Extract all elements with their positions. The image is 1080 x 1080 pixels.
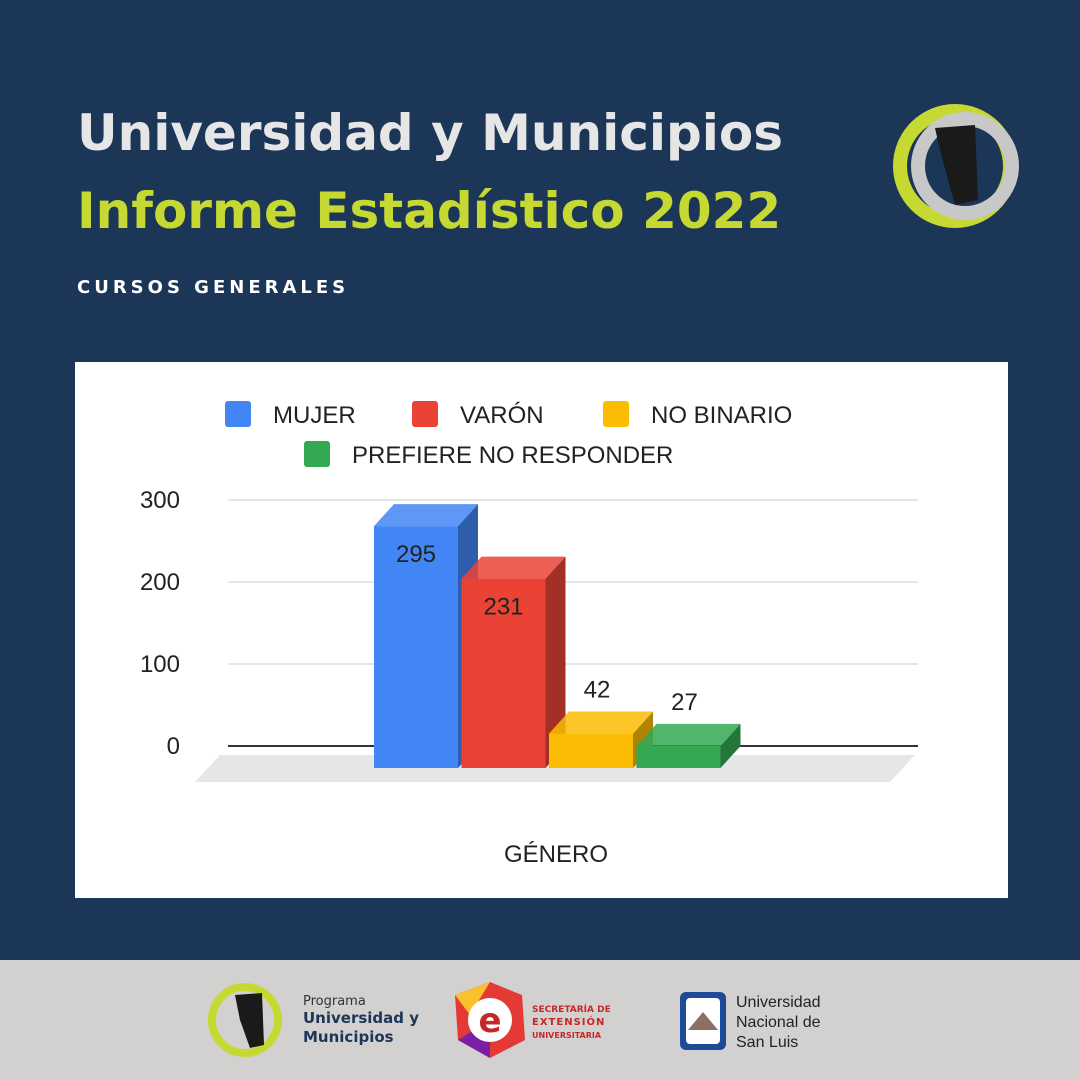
footer-text: Universidad (736, 994, 820, 1011)
legend-swatch (412, 401, 438, 427)
footer-logo: Universidad Nacional de San Luis (680, 992, 821, 1051)
logo-hex (455, 982, 490, 1015)
logo-ring (208, 983, 282, 1057)
y-tick-label: 200 (140, 569, 180, 596)
value-label: 231 (483, 594, 523, 621)
footer-text: SECRETARÍA DE (532, 1003, 611, 1015)
footer-text: Municipios (303, 1028, 394, 1046)
title: Universidad y Municipios (77, 104, 783, 162)
legend-swatch (304, 441, 330, 467)
footer-logo: Programa Universidad y Municipios (208, 983, 419, 1057)
bar (374, 526, 458, 768)
logo-shield (688, 1012, 718, 1030)
y-tick-label: 300 (140, 487, 180, 514)
legend-swatch (603, 401, 629, 427)
x-axis-label: GÉNERO (504, 841, 608, 868)
subtitle: Informe Estadístico 2022 (77, 182, 781, 240)
bar-side (545, 556, 566, 768)
logo-map (235, 993, 264, 1048)
bar (461, 578, 546, 768)
legend-label: NO BINARIO (651, 402, 792, 429)
legend-label: MUJER (273, 402, 356, 429)
footer-text: EXTENSIÓN (532, 1015, 605, 1028)
bar (549, 733, 633, 768)
bar-top (374, 504, 478, 527)
value-label: 27 (671, 689, 698, 716)
value-label: 295 (396, 541, 436, 568)
y-tick-label: 0 (167, 733, 180, 760)
footer-text: UNIVERSITARIA (532, 1031, 602, 1040)
footer-text: Universidad y (303, 1009, 419, 1027)
logo-e (468, 998, 512, 1042)
logo-e: e (478, 1001, 501, 1041)
logo (893, 104, 1019, 228)
bar-top (636, 723, 741, 746)
section-label: CURSOS GENERALES (77, 277, 349, 298)
legend-label: VARÓN (460, 402, 544, 429)
bar (636, 745, 721, 768)
y-tick-label: 100 (140, 651, 180, 678)
logo-map (935, 125, 978, 205)
footer-text: Programa (303, 994, 366, 1009)
footer-text: San Luis (736, 1034, 798, 1051)
value-label: 42 (584, 677, 611, 704)
bar-side (720, 723, 741, 768)
footer-text: Nacional de (736, 1014, 821, 1031)
bar-top (461, 556, 566, 579)
plot: 0 100 200 300 MUJER VARÓN NO BINARIO PREFIERE N… (140, 401, 918, 768)
logo-ring (911, 112, 1019, 220)
bar-top (549, 711, 653, 734)
legend-swatch (225, 401, 251, 427)
footer (0, 960, 1080, 1080)
footer-logo: e SECRETARÍA DE EXTENSIÓN UNIVERSITARIA (455, 982, 611, 1058)
legend-label: PREFIERE NO RESPONDER (352, 442, 673, 469)
